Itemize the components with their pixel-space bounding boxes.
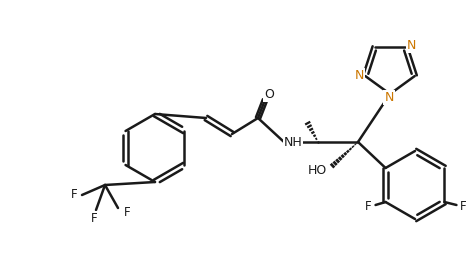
Text: N: N: [354, 69, 363, 82]
Text: O: O: [264, 87, 273, 101]
Text: F: F: [365, 200, 371, 214]
Text: NH: NH: [283, 135, 302, 149]
Text: F: F: [123, 206, 130, 220]
Text: F: F: [70, 189, 77, 201]
Text: N: N: [384, 91, 393, 103]
Text: F: F: [90, 212, 97, 224]
Text: HO: HO: [307, 164, 326, 176]
Text: F: F: [459, 200, 466, 214]
Text: N: N: [406, 39, 415, 52]
